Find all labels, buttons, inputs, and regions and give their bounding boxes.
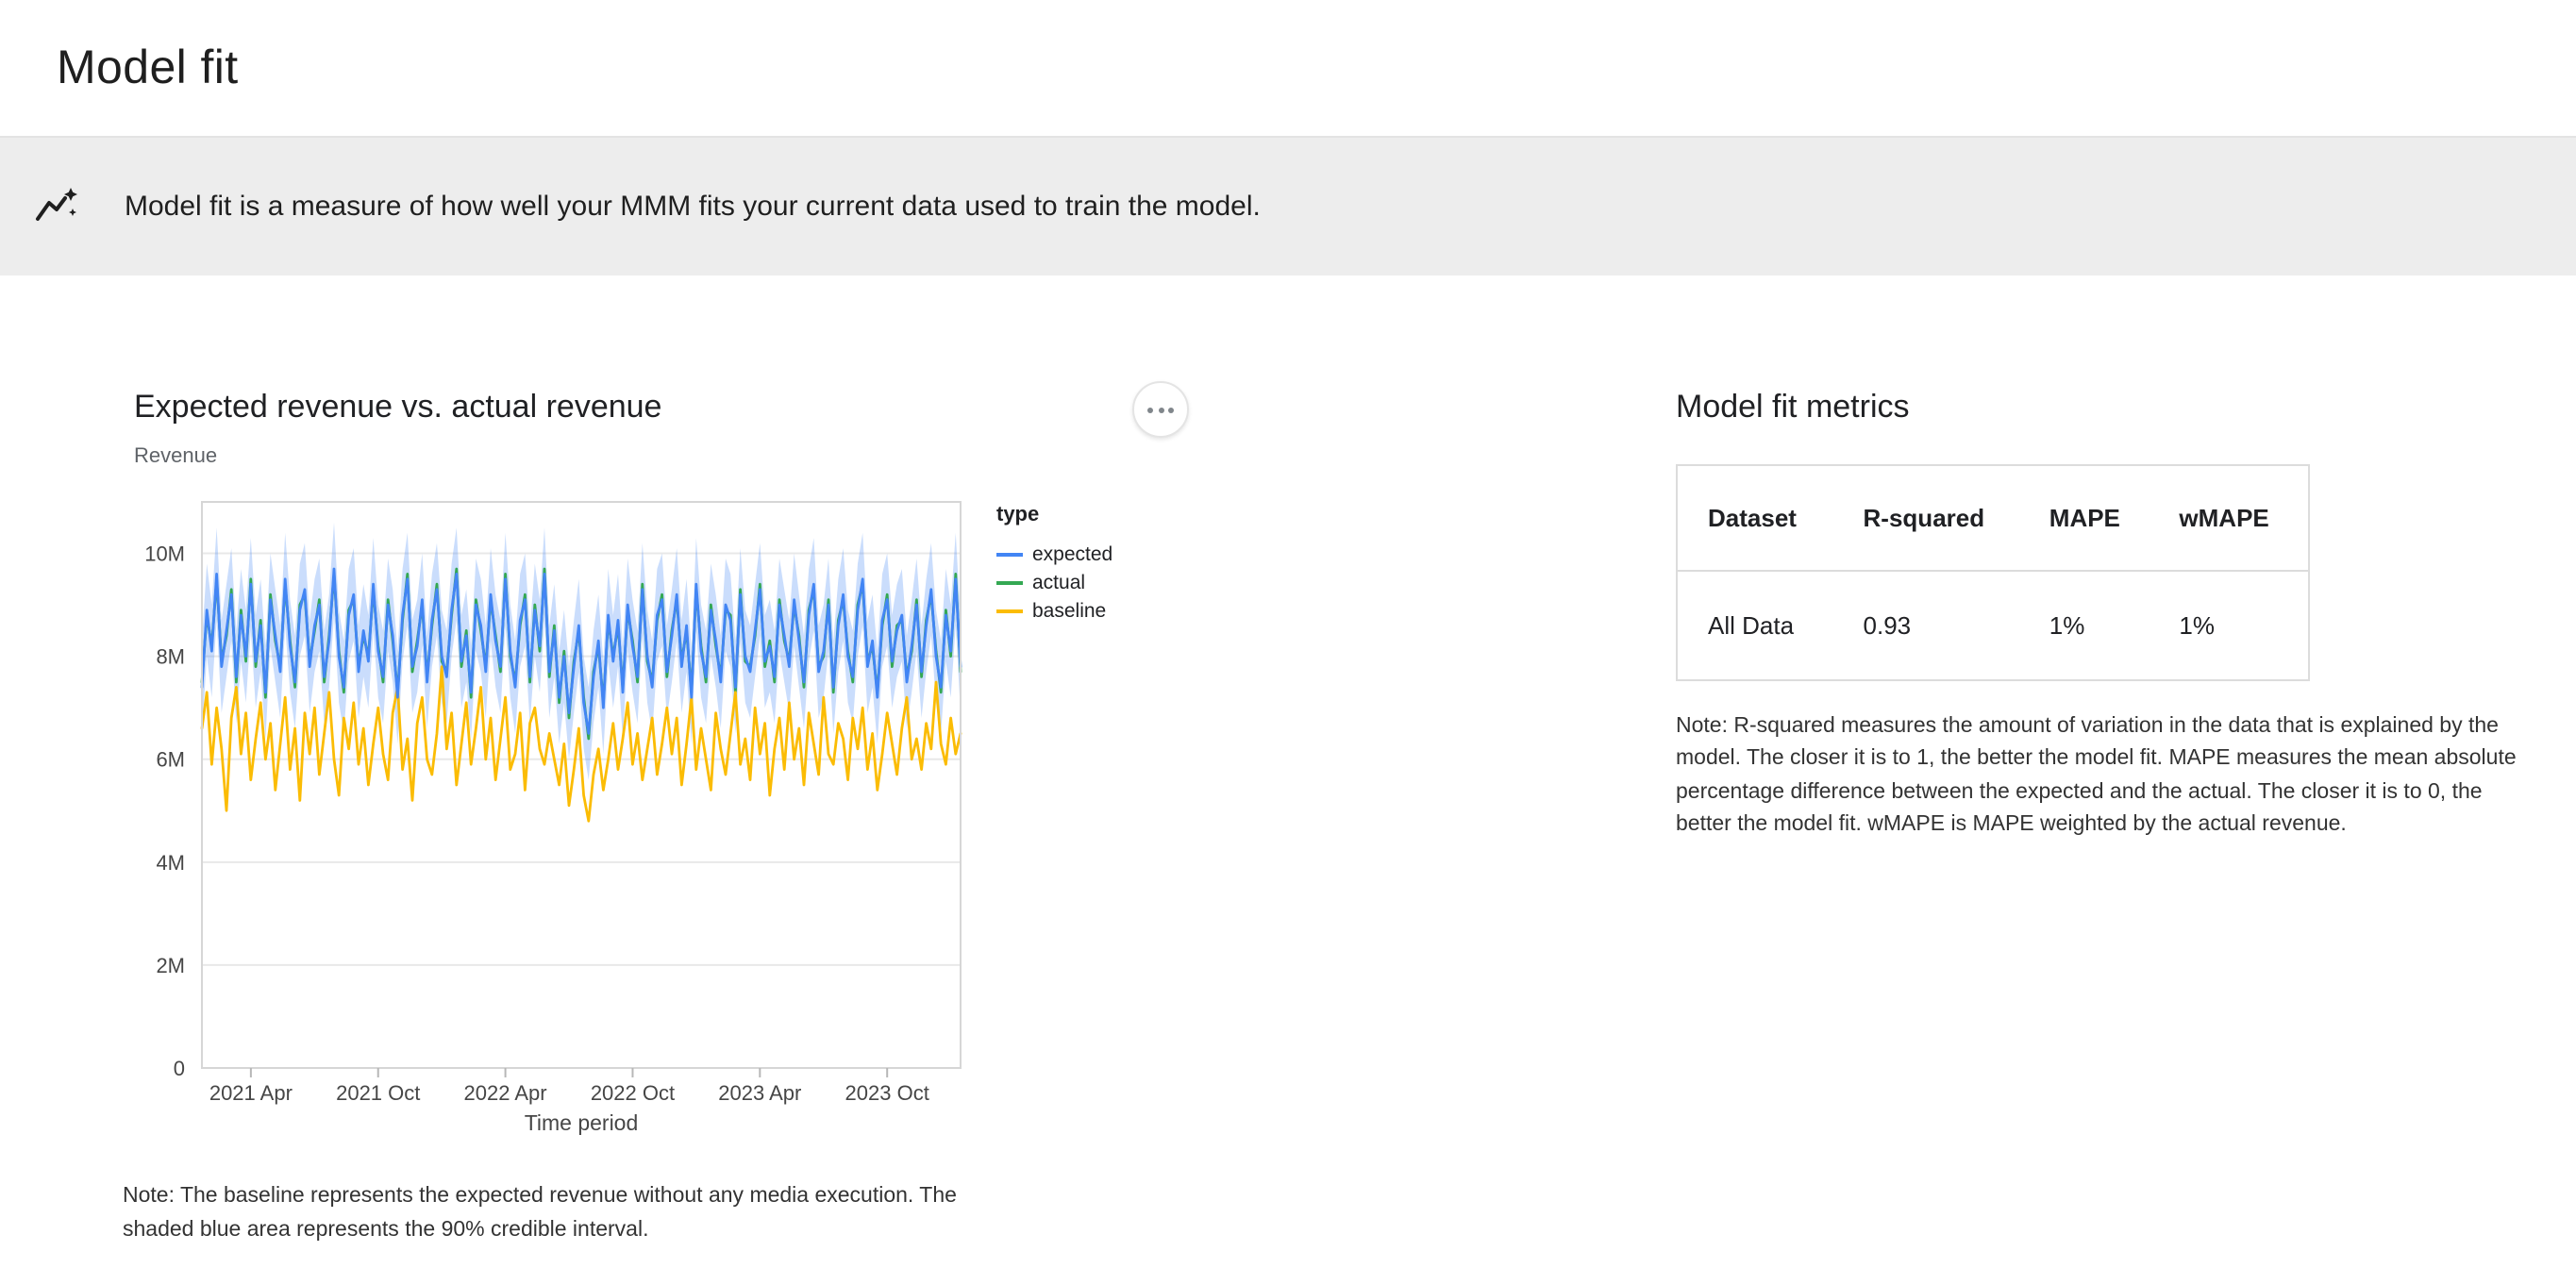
- svg-text:6M: 6M: [156, 748, 185, 772]
- legend-label: expected: [1032, 542, 1113, 565]
- baseline-line-swatch: [996, 609, 1023, 612]
- metrics-table-header-row: Dataset R-squared MAPE wMAPE: [1677, 465, 2309, 572]
- legend-item-baseline: baseline: [996, 598, 1112, 623]
- x-axis-title: Time period: [524, 1113, 639, 1136]
- col-header-r-squared: R-squared: [1832, 465, 2019, 572]
- cell-r-squared: 0.93: [1863, 611, 1912, 640]
- info-banner: Model fit is a measure of how well your …: [0, 138, 2576, 275]
- legend-label: baseline: [1032, 599, 1107, 622]
- model-fit-icon: [36, 187, 77, 220]
- chart-section: Expected revenue vs. actual revenue Reve…: [123, 381, 1208, 1248]
- svg-text:0: 0: [174, 1057, 185, 1080]
- banner-text: Model fit is a measure of how well your …: [125, 191, 1261, 223]
- ellipsis-icon: [1147, 407, 1153, 412]
- legend-item-expected: expected: [996, 542, 1112, 566]
- chart-menu-button[interactable]: [1132, 381, 1189, 438]
- svg-text:10M: 10M: [144, 542, 185, 566]
- svg-text:2021 Apr: 2021 Apr: [209, 1081, 293, 1105]
- table-row: All Data 0.93 1% 1%: [1677, 571, 2309, 680]
- metrics-note: Note: R-squared measures the amount of v…: [1676, 715, 2517, 836]
- legend-label: actual: [1032, 571, 1086, 593]
- cell-dataset: All Data: [1708, 611, 1795, 640]
- legend-title: type: [996, 504, 1040, 526]
- metrics-table: Dataset R-squared MAPE wMAPE All Data 0.…: [1676, 464, 2310, 681]
- metrics-section: Model fit metrics Dataset R-squared MAPE…: [1676, 389, 2517, 842]
- cell-mape: 1%: [2049, 611, 2085, 640]
- chart-legend: type expected actual baseline: [996, 504, 1112, 626]
- chart-note: Note: The baseline represents the expect…: [123, 1185, 957, 1242]
- revenue-chart: 0 2M 4M 6M 8M 10M 2021 Apr 2021 Oct 2022 Apr 2022…: [144, 501, 962, 1105]
- col-header-wmape: wMAPE: [2149, 465, 2309, 572]
- svg-text:8M: 8M: [156, 645, 185, 669]
- chart-header: Expected revenue vs. actual revenue: [123, 381, 1208, 438]
- svg-text:2021 Oct: 2021 Oct: [336, 1081, 420, 1105]
- col-header-dataset: Dataset: [1677, 465, 1833, 572]
- y-axis-title: Revenue: [134, 445, 218, 468]
- chart-title: Expected revenue vs. actual revenue: [134, 389, 662, 425]
- legend-item-actual: actual: [996, 570, 1112, 594]
- svg-text:2023 Apr: 2023 Apr: [718, 1081, 801, 1105]
- svg-text:2022 Apr: 2022 Apr: [464, 1081, 547, 1105]
- svg-text:2023 Oct: 2023 Oct: [845, 1081, 929, 1105]
- actual-line-swatch: [996, 580, 1023, 584]
- page-header: Model fit: [0, 0, 2576, 138]
- expected-line-swatch: [996, 552, 1023, 556]
- svg-text:4M: 4M: [156, 851, 185, 875]
- cell-wmape: 1%: [2179, 611, 2215, 640]
- svg-text:2022 Oct: 2022 Oct: [591, 1081, 675, 1105]
- metrics-title: Model fit metrics: [1676, 389, 1910, 425]
- col-header-mape: MAPE: [2018, 465, 2149, 572]
- svg-text:2M: 2M: [156, 954, 185, 977]
- page-title: Model fit: [57, 41, 239, 93]
